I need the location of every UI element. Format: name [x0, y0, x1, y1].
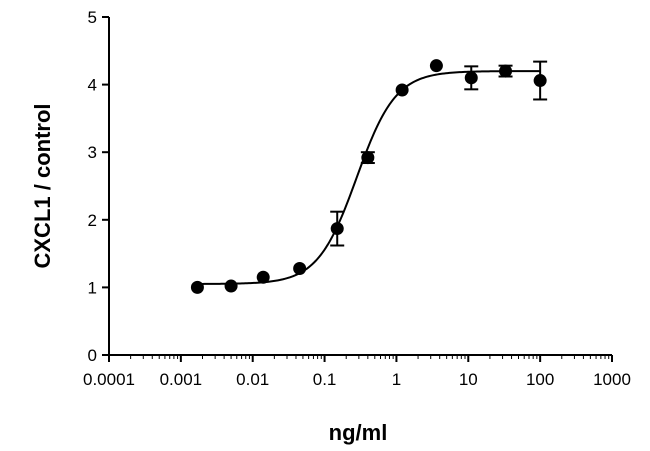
x-tick-label: 10	[459, 370, 478, 389]
y-tick-label: 5	[88, 8, 97, 27]
x-tick-label: 100	[526, 370, 554, 389]
axes: 0.0001 0.001 0.01 0.1 1 10 100 1000 0 1 2 3 4 5	[83, 8, 631, 389]
y-tick-label: 3	[88, 143, 97, 162]
data-point	[395, 83, 409, 97]
data-point	[330, 222, 344, 236]
x-tick-label: 0.01	[236, 370, 269, 389]
data-point	[256, 270, 270, 284]
data-point	[224, 279, 238, 293]
data-points	[190, 59, 547, 294]
data-point	[293, 261, 307, 275]
data-point	[429, 59, 443, 73]
y-tick-label: 1	[88, 278, 97, 297]
x-tick-label: 0.0001	[83, 370, 135, 389]
x-axis-title: ng/ml	[329, 420, 388, 445]
x-tick-label: 1	[392, 370, 401, 389]
y-axis-title: CXCL1 / control	[30, 103, 55, 268]
x-tick-label: 0.001	[160, 370, 203, 389]
x-tick-label: 1000	[593, 370, 631, 389]
data-point	[361, 151, 375, 165]
data-point	[464, 71, 478, 85]
y-tick-label: 0	[88, 346, 97, 365]
data-point	[499, 64, 513, 78]
data-point	[190, 280, 204, 294]
fit-curve-line	[197, 70, 541, 285]
y-tick-label: 2	[88, 211, 97, 230]
x-tick-label: 0.1	[313, 370, 337, 389]
y-tick-label: 4	[88, 76, 97, 95]
data-point	[533, 74, 547, 88]
fit-curve-layer	[197, 70, 541, 285]
